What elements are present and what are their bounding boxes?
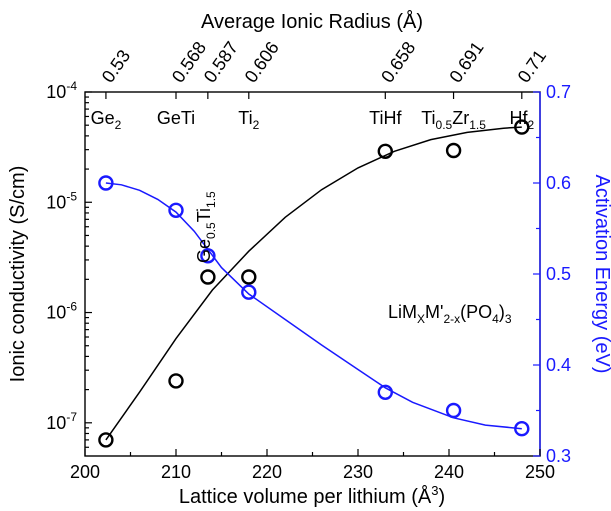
composition-label: Hf2 xyxy=(509,108,534,132)
x-tick-label: 210 xyxy=(161,462,191,482)
top-axis-title: Average Ionic Radius (Å) xyxy=(201,10,423,33)
data-markers xyxy=(98,119,530,448)
top-tick-label: 0.691 xyxy=(445,38,487,86)
composition-label: Ge2 xyxy=(91,108,122,132)
composition-label: GeTi xyxy=(157,108,195,128)
top-tick-label: 0.53 xyxy=(98,46,134,86)
formula-label: LiMXM'2-x(PO4)3 xyxy=(388,302,512,326)
composition-label: Ti0.5Zr1.5 xyxy=(421,108,486,132)
y-left-tick-label: 10-6 xyxy=(46,300,77,323)
conductivity-point xyxy=(241,269,257,285)
activation-energy-point xyxy=(98,175,114,191)
y-left-axis-ticks: 10-7 10-6 10-5 10-4 xyxy=(46,79,92,448)
plot-frame xyxy=(84,91,541,457)
conductivity-point xyxy=(514,119,530,135)
x-tick-label: 240 xyxy=(434,462,464,482)
activation-energy-point xyxy=(377,384,393,400)
conductivity-point xyxy=(98,432,114,448)
y-left-tick-label: 10-5 xyxy=(46,189,77,212)
fit-curve-conductivity xyxy=(105,126,522,441)
activation-energy-point xyxy=(168,202,184,219)
top-tick-label: 0.568 xyxy=(168,38,210,86)
x-axis-ticks: 200 210 220 230 240 250 xyxy=(70,449,555,482)
conductivity-point xyxy=(200,269,216,285)
y-right-tick-label: 0.5 xyxy=(546,264,571,284)
activation-energy-point xyxy=(445,402,462,419)
y-right-tick-label: 0.7 xyxy=(546,82,571,102)
composition-labels: Ge2 GeTi Ti2 TiHf Ti0.5Zr1.5 Hf2 xyxy=(91,108,535,132)
activation-energy-point xyxy=(514,421,530,437)
top-tick-label: 0.606 xyxy=(241,38,283,86)
y-right-axis-title: Activation Energy (eV) xyxy=(591,175,611,374)
y-left-axis-title: Ionic conductivity (S/cm) xyxy=(7,166,29,383)
conductivity-point xyxy=(377,143,393,160)
activation-energy-point xyxy=(241,284,257,300)
y-right-tick-label: 0.4 xyxy=(546,355,571,375)
y-right-tick-label: 0.3 xyxy=(546,446,571,466)
composition-label: Ti2 xyxy=(238,108,259,132)
x-tick-label: 230 xyxy=(343,462,373,482)
fit-curves xyxy=(105,126,522,441)
x-tick-label: 200 xyxy=(70,462,100,482)
conductivity-point xyxy=(445,142,462,159)
x-tick-label: 250 xyxy=(525,462,555,482)
rotated-composition-label: Ge0.5Ti1.5 xyxy=(194,191,218,263)
x-axis-title: Lattice volume per lithium (Å3) xyxy=(179,483,445,508)
conductivity-point xyxy=(168,373,184,389)
y-left-tick-label: 10-7 xyxy=(46,410,77,433)
composition-label: TiHf xyxy=(369,108,402,128)
y-right-tick-label: 0.6 xyxy=(546,173,571,193)
top-tick-label: 0.658 xyxy=(377,38,419,86)
top-tick-label: 0.71 xyxy=(514,46,550,86)
fit-curve-activation-energy xyxy=(105,182,522,430)
x-tick-label: 220 xyxy=(252,462,282,482)
activation-energy-point xyxy=(200,248,216,264)
y-left-tick-label: 10-4 xyxy=(46,79,77,102)
y-right-axis-ticks: 0.3 0.4 0.5 0.6 0.7 xyxy=(533,82,571,466)
top-tick-label: 0.587 xyxy=(200,38,242,86)
